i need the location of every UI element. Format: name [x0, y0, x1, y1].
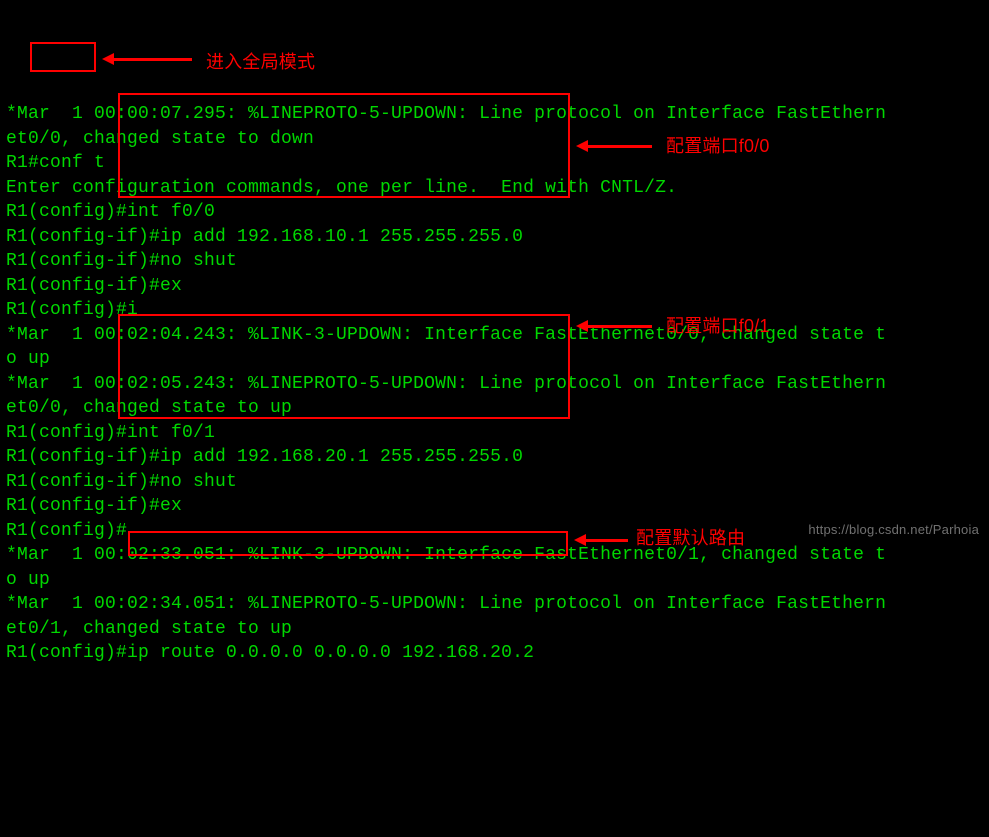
terminal-line: R1(config)#int f0/1: [6, 421, 989, 446]
terminal-line: Enter configuration commands, one per li…: [6, 176, 989, 201]
terminal-line: R1(config-if)#ip add 192.168.20.1 255.25…: [6, 445, 989, 470]
terminal-line: R1(config)#ip route 0.0.0.0 0.0.0.0 192.…: [6, 641, 989, 666]
terminal-line: et0/1, changed state to up: [6, 617, 989, 642]
terminal-output: *Mar 1 00:00:07.295: %LINEPROTO-5-UPDOWN…: [6, 102, 989, 666]
terminal-line: R1#conf t: [6, 151, 989, 176]
terminal-line: et0/0, changed state to up: [6, 396, 989, 421]
watermark: https://blog.csdn.net/Parhoia: [808, 518, 979, 543]
annotation-anno-route: 配置默认路由: [636, 526, 745, 551]
terminal-line: R1(config-if)#ex: [6, 494, 989, 519]
terminal-line: *Mar 1 00:02:04.243: %LINK-3-UPDOWN: Int…: [6, 323, 989, 348]
terminal-line: o up: [6, 347, 989, 372]
annotation-anno-f01: 配置端口f0/1: [666, 314, 770, 339]
highlight-box-conf-t: [30, 42, 96, 72]
terminal-line: *Mar 1 00:02:34.051: %LINEPROTO-5-UPDOWN…: [6, 592, 989, 617]
annotation-anno-conf: 进入全局模式: [206, 50, 315, 75]
annotation-anno-f00: 配置端口f0/0: [666, 134, 770, 159]
terminal-line: R1(config)#int f0/0: [6, 200, 989, 225]
terminal-line: R1(config-if)#ip add 192.168.10.1 255.25…: [6, 225, 989, 250]
terminal-line: o up: [6, 568, 989, 593]
terminal-line: R1(config)#i: [6, 298, 989, 323]
terminal-line: *Mar 1 00:00:07.295: %LINEPROTO-5-UPDOWN…: [6, 102, 989, 127]
terminal-line: R1(config-if)#no shut: [6, 249, 989, 274]
terminal-line: R1(config-if)#no shut: [6, 470, 989, 495]
terminal-line: *Mar 1 00:02:33.051: %LINK-3-UPDOWN: Int…: [6, 543, 989, 568]
terminal-line: R1(config-if)#ex: [6, 274, 989, 299]
terminal-line: *Mar 1 00:02:05.243: %LINEPROTO-5-UPDOWN…: [6, 372, 989, 397]
terminal-line: et0/0, changed state to down: [6, 127, 989, 152]
